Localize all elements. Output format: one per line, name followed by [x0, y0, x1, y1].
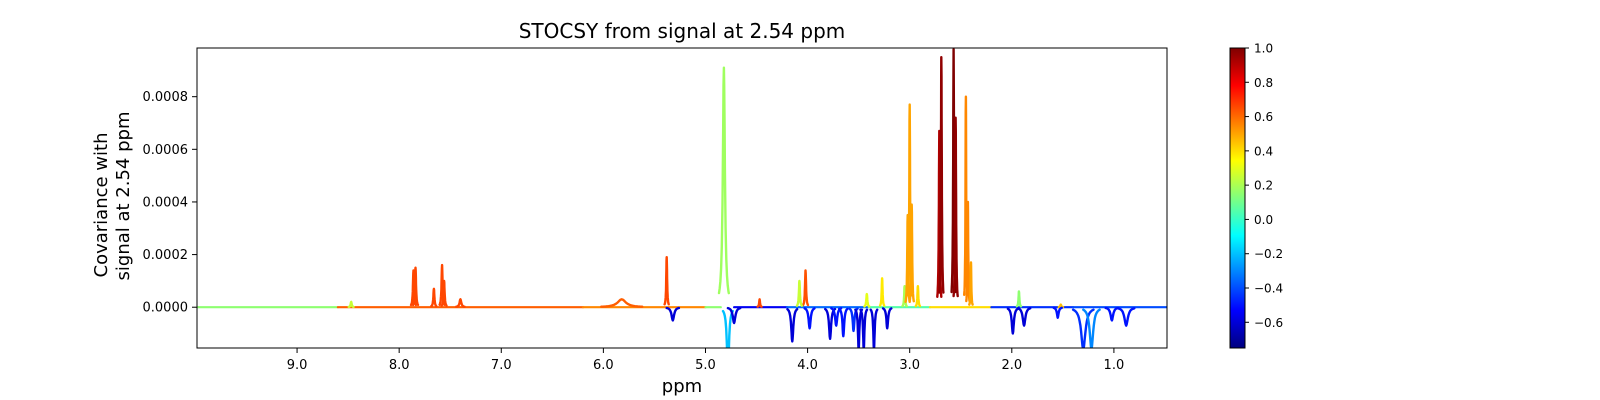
- x-axis: 9.0 8.0 7.0 6.0 5.0 4.0 3.0 2.0 1.0: [287, 348, 1125, 373]
- colorbar-tick-label: −0.4: [1254, 282, 1283, 296]
- colorbar-tick-label: 1.0: [1254, 42, 1273, 56]
- spectrum-peak: [878, 277, 886, 307]
- spectrum-peak: [908, 203, 915, 303]
- y-tick-label: 0.0006: [143, 143, 189, 158]
- x-tick-label: 7.0: [491, 358, 512, 373]
- colorbar-tick-label: 0.2: [1254, 179, 1273, 193]
- spectrum-peak: [347, 300, 355, 309]
- y-tick-label: 0.0008: [143, 90, 189, 105]
- spectrum-peak: [965, 200, 971, 303]
- colorbar-tick-label: 0.8: [1254, 76, 1273, 90]
- spectrum-dip: [859, 308, 869, 348]
- spectrum-dip: [869, 308, 879, 348]
- colorbar-tick-label: 0.4: [1254, 144, 1273, 158]
- y-tick-label: 0.0000: [143, 301, 189, 316]
- y-axis-label-line-2: signal at 2.54 ppm: [113, 112, 134, 281]
- spectrum-peak: [663, 256, 670, 306]
- spectrum-dip: [1082, 308, 1101, 348]
- y-tick-label: 0.0004: [143, 195, 189, 210]
- spectrum-dip: [1016, 307, 1032, 327]
- colorbar-axis: −0.6 −0.4 −0.2 0.0 0.2 0.4 0.6 0.8 1.0: [1245, 42, 1283, 330]
- spectrum-dip: [838, 307, 849, 338]
- spectrum-dip: [721, 309, 734, 348]
- spectrum-peak: [914, 285, 922, 308]
- spectrum-peak: [430, 287, 438, 308]
- spectrum-peak: [863, 292, 871, 308]
- spectrum-peak: [756, 298, 763, 308]
- y-tick-label: 0.0002: [143, 248, 189, 263]
- spectrum-dip: [1116, 307, 1136, 327]
- colorbar: [1229, 47, 1246, 349]
- spectrum-dip: [1052, 306, 1064, 319]
- plot-frame: [196, 47, 1168, 349]
- x-tick-label: 5.0: [695, 358, 716, 373]
- spectrum-lines: [197, 48, 1167, 348]
- spectrum-peak: [904, 213, 911, 303]
- spectrum-dip: [1006, 307, 1019, 335]
- spectrum-dip: [1104, 306, 1120, 322]
- spectrum-bump: [600, 298, 644, 308]
- spectrum-peak: [440, 279, 448, 307]
- spectrum-peak: [952, 116, 959, 298]
- spectrum-peak: [1015, 290, 1023, 308]
- spectrum-peak: [411, 266, 420, 307]
- colorbar-tick-label: −0.2: [1254, 247, 1283, 261]
- colorbar-tick-label: 0.6: [1254, 110, 1273, 124]
- spectrum-peak: [717, 66, 730, 295]
- spectrum-peak: [901, 285, 908, 308]
- spectrum-dip: [786, 308, 799, 343]
- spectrum-peak: [938, 56, 945, 294]
- y-axis: 0.0000 0.0002 0.0004 0.0006 0.0008: [143, 90, 197, 316]
- spectrum-peak: [409, 269, 418, 307]
- spectrum-dip: [1071, 308, 1095, 348]
- x-axis-label: ppm: [662, 376, 702, 397]
- spectrum-peak: [795, 279, 804, 307]
- colorbar-tick-label: 0.0: [1254, 213, 1273, 227]
- x-tick-label: 4.0: [797, 358, 818, 373]
- x-tick-label: 1.0: [1104, 358, 1125, 373]
- y-axis-label-line-1: Covariance with: [91, 133, 112, 278]
- spectrum-peak: [968, 261, 974, 306]
- x-tick-label: 9.0: [287, 358, 308, 373]
- x-tick-label: 8.0: [389, 358, 410, 373]
- spectrum-peak: [455, 298, 466, 308]
- spectrum-dip: [881, 307, 893, 330]
- spectrum-dip: [726, 306, 742, 325]
- spectrum-dip: [803, 307, 816, 330]
- x-tick-label: 3.0: [899, 358, 920, 373]
- chart-title: STOCSY from signal at 2.54 ppm: [519, 19, 846, 43]
- spectrum-dip: [665, 306, 681, 322]
- colorbar-tick-label: −0.6: [1254, 316, 1283, 330]
- spectrum-peak: [801, 269, 810, 307]
- x-tick-label: 2.0: [1001, 358, 1022, 373]
- x-tick-label: 6.0: [593, 358, 614, 373]
